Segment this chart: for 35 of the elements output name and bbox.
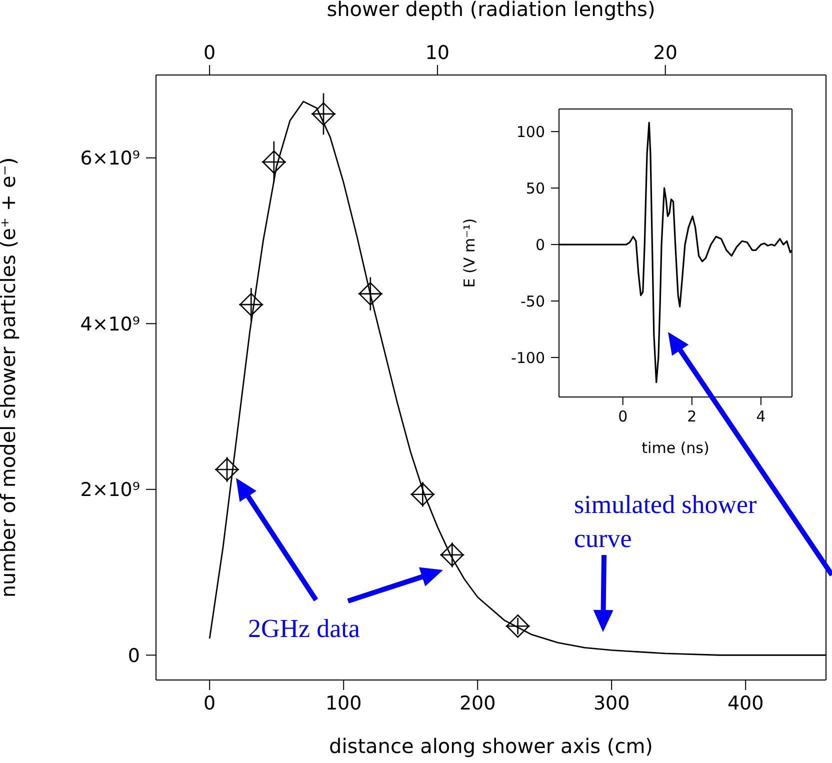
annotation: 2GHz data bbox=[248, 613, 360, 645]
annotation: simulated shower curve bbox=[574, 489, 758, 555]
x-tick-label: 200 bbox=[459, 692, 496, 714]
point bbox=[215, 458, 239, 482]
y-axis-title: number of model shower particles (e⁺ + e⁻) bbox=[0, 157, 20, 598]
x-tick-label: 4 bbox=[756, 408, 766, 426]
x-tick-label: 400 bbox=[727, 692, 764, 714]
x-axis-title: distance along shower axis (cm) bbox=[329, 734, 653, 758]
point bbox=[358, 282, 382, 306]
point bbox=[312, 102, 336, 126]
point bbox=[239, 292, 263, 316]
y-tick-label: -100 bbox=[510, 348, 545, 367]
x2-tick-label: 0 bbox=[204, 42, 216, 64]
x2-axis-title: shower depth (radiation lengths) bbox=[326, 0, 656, 22]
y-tick-label: 2×10⁹ bbox=[80, 479, 140, 502]
x2-tick-label: 20 bbox=[653, 42, 678, 64]
y-tick-label: 0 bbox=[128, 644, 140, 667]
y-tick-label: 100 bbox=[516, 122, 545, 141]
x-tick-label: 2 bbox=[687, 408, 697, 426]
point bbox=[506, 614, 530, 638]
y-tick-label: 6×10⁹ bbox=[80, 148, 140, 170]
point bbox=[440, 543, 464, 567]
point bbox=[262, 150, 286, 174]
y-tick-label: -50 bbox=[520, 292, 545, 310]
x-tick-label: 0 bbox=[204, 692, 216, 714]
x2-tick-label: 10 bbox=[425, 42, 450, 64]
point bbox=[411, 482, 434, 506]
y-tick-label: 4×10⁹ bbox=[80, 313, 140, 336]
x-tick-label: 100 bbox=[325, 692, 362, 714]
x-tick-label: 300 bbox=[593, 692, 630, 714]
y-axis-title: E (V m⁻¹) bbox=[460, 218, 478, 288]
y-tick-label: 50 bbox=[526, 179, 545, 198]
x-tick-label: 0 bbox=[618, 408, 628, 426]
y-tick-label: 0 bbox=[535, 236, 545, 254]
x-axis-title: time (ns) bbox=[642, 439, 710, 457]
